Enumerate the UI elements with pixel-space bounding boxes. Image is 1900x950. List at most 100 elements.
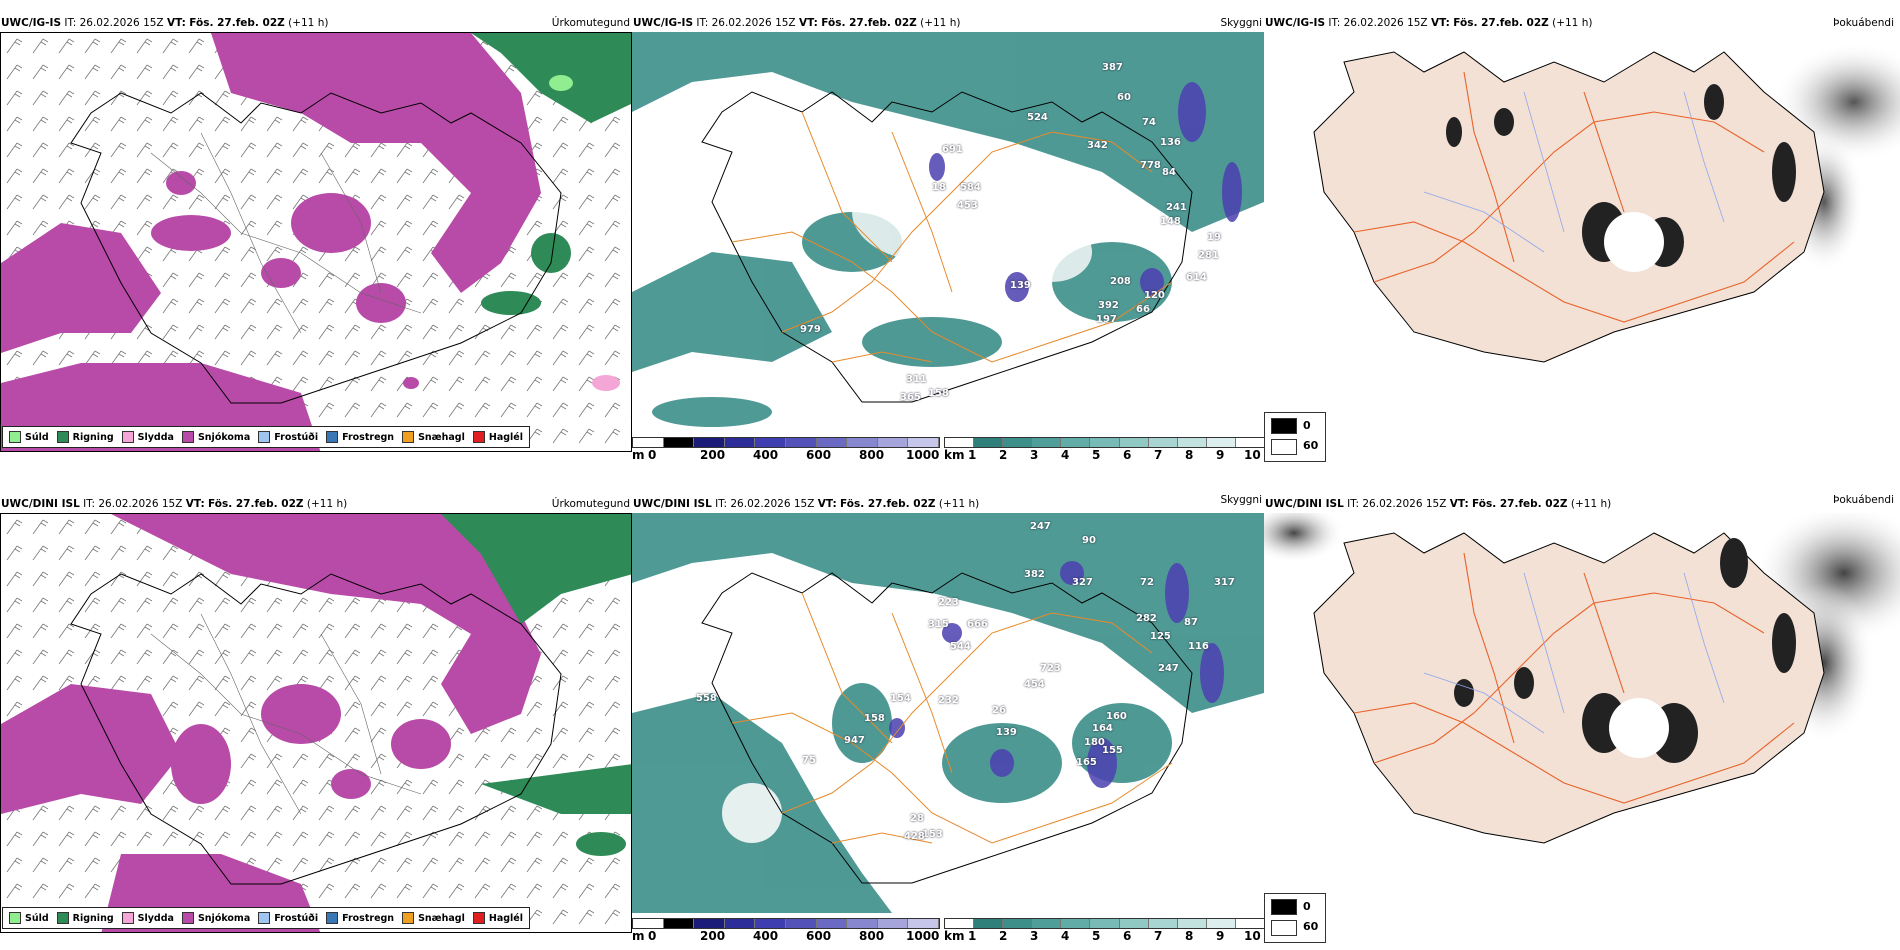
colorbars: m 0 200 400 600 800 1000 km 1 2 3 4 5 6 … [632,918,1266,943]
swatch-snow [181,431,194,443]
ceiling-colorbar [632,437,940,448]
ceiling-label: 153 [922,829,943,840]
swatch-sleet [121,431,134,443]
ceiling-label: 158 [864,713,885,724]
panel-header: UWC/IG-IS IT: 26.02.2026 15Z VT: Fös. 27… [1264,14,1896,32]
ceiling-label: 158 [928,388,949,399]
legend-item: Snjókoma [181,431,250,443]
field-name: Úrkomutegund [551,498,630,510]
ceiling-label: 72 [1140,577,1154,588]
ceiling-label: 84 [1162,167,1176,178]
fog-map[interactable] [1264,32,1900,432]
ceiling-label: 160 [1106,711,1127,722]
ceiling-label: 18 [932,182,946,193]
ceiling-label: 164 [1092,723,1113,734]
legend-item: Rigning [56,912,114,924]
fog-map-svg [1313,42,1900,363]
precip-type-legend: Súld Rigning Slydda Snjókoma Frostúði Fr… [2,426,530,448]
ceiling-label: 154 [890,693,911,704]
ceiling-label: 247 [1158,663,1179,674]
legend-item: Frostregn [326,431,394,443]
ceiling-label: 116 [1188,641,1209,652]
ceiling-label: 87 [1184,617,1198,628]
legend-item: Haglél [472,912,523,924]
ceiling-label: 342 [1087,140,1108,151]
ceiling-label: 26 [992,705,1006,716]
ceiling-label: 428 [904,831,925,842]
visibility-map[interactable]: 387 60 524 74 136 691 342 778 84 584 18 … [632,32,1264,432]
fog-map[interactable] [1264,513,1900,913]
fog-map-svg [1264,513,1900,844]
panel-header: UWC/IG-IS IT: 26.02.2026 15Z VT: Fös. 27… [632,14,1264,32]
panel-header: UWC/DINI ISL IT: 26.02.2026 15Z VT: Fös.… [0,495,632,513]
valid-time: Fös. 27.feb. 02Z [189,17,285,29]
visibility-map[interactable]: 247 90 382 72 327 317 223 315 666 282 87… [632,513,1264,913]
model-name: UWC/DINI ISL [1,498,80,510]
precip-map-svg [1,514,631,932]
field-name: Skyggni [1220,17,1263,29]
ceiling-label: 454 [1024,679,1045,690]
legend-item: Súld [9,912,49,924]
colorbars: m 0 200 400 600 800 1000 km 1 2 3 4 5 6 … [632,437,1266,462]
precip-map-svg [1,33,631,451]
precip-type-legend: Súld Rigning Slydda Snjókoma Frostúði Fr… [2,907,530,929]
ceiling-label: 139 [996,727,1017,738]
panel-fog-dini: UWC/DINI ISL IT: 26.02.2026 15Z VT: Fös.… [1264,494,1900,935]
ceiling-label: 584 [960,182,981,193]
legend-item: Haglél [472,431,523,443]
visibility-unit: km [944,448,965,462]
ceiling-label: 524 [1027,112,1048,123]
swatch-fog-0 [1271,418,1297,434]
panel-fog-igis: UWC/IG-IS IT: 26.02.2026 15Z VT: Fös. 27… [1264,14,1900,454]
ceiling-label: 125 [1150,631,1171,642]
legend-item: Frostregn [326,912,394,924]
ceiling-label: 241 [1166,202,1187,213]
legend-item: Slydda [121,912,174,924]
swatch-rain [56,431,69,443]
swatch-fog-60 [1271,439,1297,455]
ceiling-label: 691 [942,144,963,155]
swatch-drizzle [9,431,21,443]
legend-item: Rigning [56,431,114,443]
panel-precip-dini: UWC/DINI ISL IT: 26.02.2026 15Z VT: Fös.… [0,495,632,935]
ceiling-label: 317 [1214,577,1235,588]
ceiling-label: 165 [1076,757,1097,768]
ceiling-label: 979 [800,324,821,335]
ceiling-label: 327 [1072,577,1093,588]
fog-legend: 0 60 [1264,412,1326,462]
ceiling-label: 311 [906,374,927,385]
ceiling-label: 544 [950,641,971,652]
field-name: Skyggni [1220,494,1263,506]
ceiling-label: 28 [910,813,924,824]
model-name: UWC/IG-IS [633,17,694,29]
ceiling-label: 666 [967,619,988,630]
lead-time: (+11 h) [288,17,329,29]
ceiling-label: 180 [1084,737,1105,748]
swatch-freezing-rain [326,431,339,443]
ceiling-label: 75 [802,755,816,766]
swatch-freezing-drizzle [258,431,271,443]
panel-visibility-igis: UWC/IG-IS IT: 26.02.2026 15Z VT: Fös. 27… [632,14,1326,462]
panel-header: UWC/IG-IS IT: 26.02.2026 15Z VT: Fös. 27… [0,14,632,32]
legend-item: Frostúði [258,912,318,924]
ceiling-label: 453 [957,200,978,211]
ceiling-label: 778 [1140,160,1161,171]
ceiling-label: 90 [1082,535,1096,546]
visibility-map-svg [632,32,1264,427]
ceiling-label: 155 [1102,745,1123,756]
ceiling-label: 315 [928,619,949,630]
ceiling-label: 614 [1186,272,1207,283]
field-name: Þokuábendi [1833,17,1894,29]
panel-header: UWC/DINI ISL IT: 26.02.2026 15Z VT: Fös.… [1264,494,1896,513]
ceiling-label: 208 [1110,276,1131,287]
ceiling-label: 247 [1030,521,1051,532]
precip-map[interactable] [0,513,632,933]
ceiling-label: 120 [1144,290,1165,301]
ceiling-label: 60 [1117,92,1131,103]
visibility-colorbar [944,918,1266,929]
init-time: 26.02.2026 15Z [79,17,164,29]
precip-map[interactable] [0,32,632,452]
model-name: UWC/DINI ISL [633,498,712,510]
ceiling-label: 382 [1024,569,1045,580]
legend-item: Frostúði [258,431,318,443]
